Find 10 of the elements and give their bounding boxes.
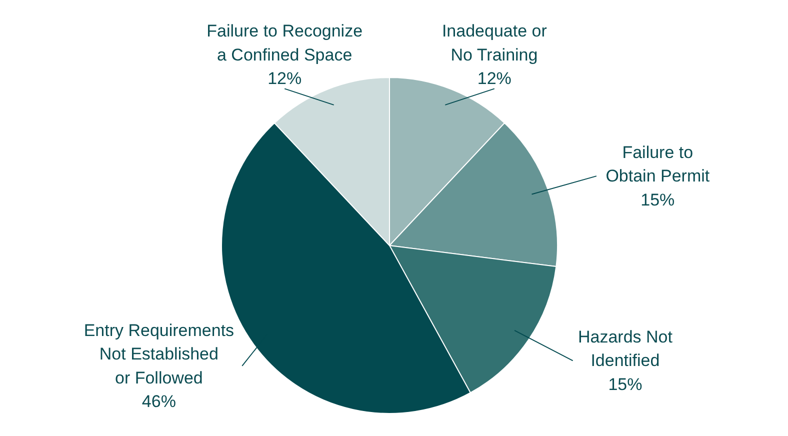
slice-label: Failure to Obtain Permit <box>606 142 710 186</box>
slice-label: Hazards Not Identified <box>578 327 673 370</box>
slice-label: Entry Requirements Not Established or Followed <box>84 320 234 388</box>
data-label: 46% <box>142 392 176 412</box>
data-label: 12% <box>477 69 512 88</box>
data-label: 15% <box>640 190 675 210</box>
slice-label: Inadequate or No Training <box>442 22 548 64</box>
data-label: 12% <box>268 69 302 88</box>
slice-label: Failure to Recognize a Confined Space <box>206 22 363 64</box>
data-label: 15% <box>608 374 642 394</box>
